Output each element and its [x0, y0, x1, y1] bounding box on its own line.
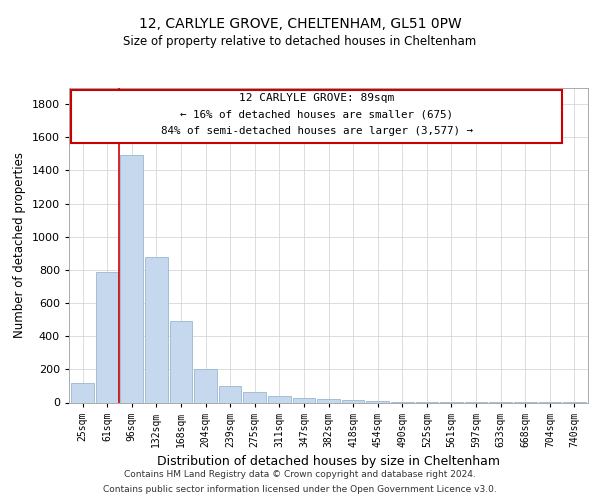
Bar — [71, 90, 562, 143]
Bar — [268, 396, 290, 402]
Y-axis label: Number of detached properties: Number of detached properties — [13, 152, 26, 338]
Text: Contains HM Land Registry data © Crown copyright and database right 2024.: Contains HM Land Registry data © Crown c… — [124, 470, 476, 479]
Bar — [96, 272, 118, 402]
Text: Contains public sector information licensed under the Open Government Licence v3: Contains public sector information licen… — [103, 485, 497, 494]
Bar — [342, 400, 364, 402]
Text: ← 16% of detached houses are smaller (675): ← 16% of detached houses are smaller (67… — [181, 110, 454, 120]
Text: Size of property relative to detached houses in Cheltenham: Size of property relative to detached ho… — [124, 35, 476, 48]
Text: 12 CARLYLE GROVE: 89sqm: 12 CARLYLE GROVE: 89sqm — [239, 94, 394, 104]
Bar — [194, 370, 217, 402]
Bar — [121, 156, 143, 402]
Text: 12, CARLYLE GROVE, CHELTENHAM, GL51 0PW: 12, CARLYLE GROVE, CHELTENHAM, GL51 0PW — [139, 18, 461, 32]
Bar — [145, 258, 167, 402]
Bar — [71, 382, 94, 402]
Bar — [244, 392, 266, 402]
Text: 84% of semi-detached houses are larger (3,577) →: 84% of semi-detached houses are larger (… — [161, 126, 473, 136]
Bar — [170, 322, 192, 402]
Bar — [293, 398, 315, 402]
Bar — [367, 401, 389, 402]
Bar — [317, 399, 340, 402]
X-axis label: Distribution of detached houses by size in Cheltenham: Distribution of detached houses by size … — [157, 455, 500, 468]
Bar — [219, 386, 241, 402]
